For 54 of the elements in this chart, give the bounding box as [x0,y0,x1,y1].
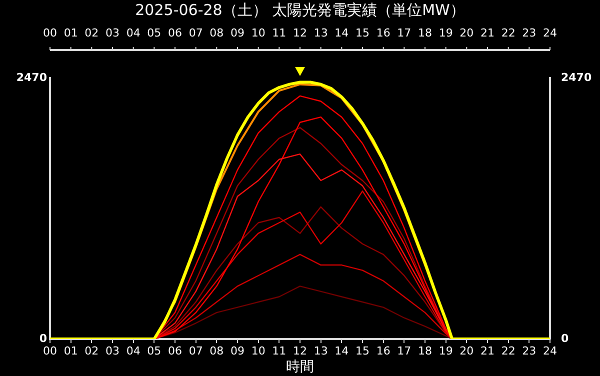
x-tick-label: 03 [106,26,120,40]
x2-tick-label: 22 [501,344,516,358]
x-tick-label: 11 [272,26,286,40]
x2-tick-label: 14 [334,344,349,358]
x2-tick-label: 02 [84,344,99,358]
x2-tick-label: 20 [460,344,474,358]
x-tick-label: 02 [84,26,99,40]
x-tick-label: 22 [501,26,516,40]
x2-tick-label: 10 [251,344,266,358]
x2-tick-label: 21 [480,344,494,358]
x2-tick-label: 12 [293,344,307,358]
x2-tick-label: 00 [43,344,57,358]
x2-tick-label: 04 [126,344,140,358]
x-tick-label: 19 [438,26,453,40]
x-tick-label: 12 [293,26,307,40]
y2-tick-label: 0 [561,332,569,345]
x-tick-label: 24 [543,26,557,40]
x-tick-label: 00 [43,26,57,40]
x-tick-label: 04 [126,26,140,40]
x2-tick-label: 17 [397,344,412,358]
x2-tick-label: 03 [106,344,120,358]
x2-tick-label: 01 [64,344,78,358]
x-tick-label: 20 [460,26,474,40]
x-tick-label: 08 [210,26,224,40]
x-tick-label: 23 [522,26,536,40]
x-tick-label: 14 [334,26,349,40]
x2-tick-label: 11 [272,344,286,358]
x-tick-label: 09 [230,26,244,40]
x-tick-label: 17 [397,26,412,40]
x-tick-label: 05 [147,26,162,40]
x-tick-label: 01 [64,26,78,40]
x2-tick-label: 15 [356,344,370,358]
x-tick-label: 10 [251,26,266,40]
x-tick-label: 18 [418,26,432,40]
x2-tick-label: 16 [376,344,390,358]
x2-tick-label: 07 [188,344,203,358]
x-tick-label: 13 [314,26,328,40]
x-tick-label: 15 [356,26,370,40]
x-tick-label: 07 [188,26,203,40]
x2-tick-label: 13 [314,344,328,358]
x2-tick-label: 24 [543,344,557,358]
chart-title: 2025-06-28（土） 太陽光発電実績（単位MW） [135,0,465,19]
x2-tick-label: 23 [522,344,536,358]
x2-tick-label: 19 [438,344,453,358]
x2-tick-label: 05 [147,344,162,358]
x-tick-label: 06 [168,26,182,40]
x2-tick-label: 18 [418,344,432,358]
x2-tick-label: 08 [210,344,224,358]
x2-tick-label: 09 [230,344,244,358]
x-tick-label: 21 [480,26,494,40]
x-axis-title: 時間 [286,359,314,376]
y2-tick-label: 2470 [561,70,592,84]
x-tick-label: 16 [376,26,390,40]
x2-tick-label: 06 [168,344,182,358]
